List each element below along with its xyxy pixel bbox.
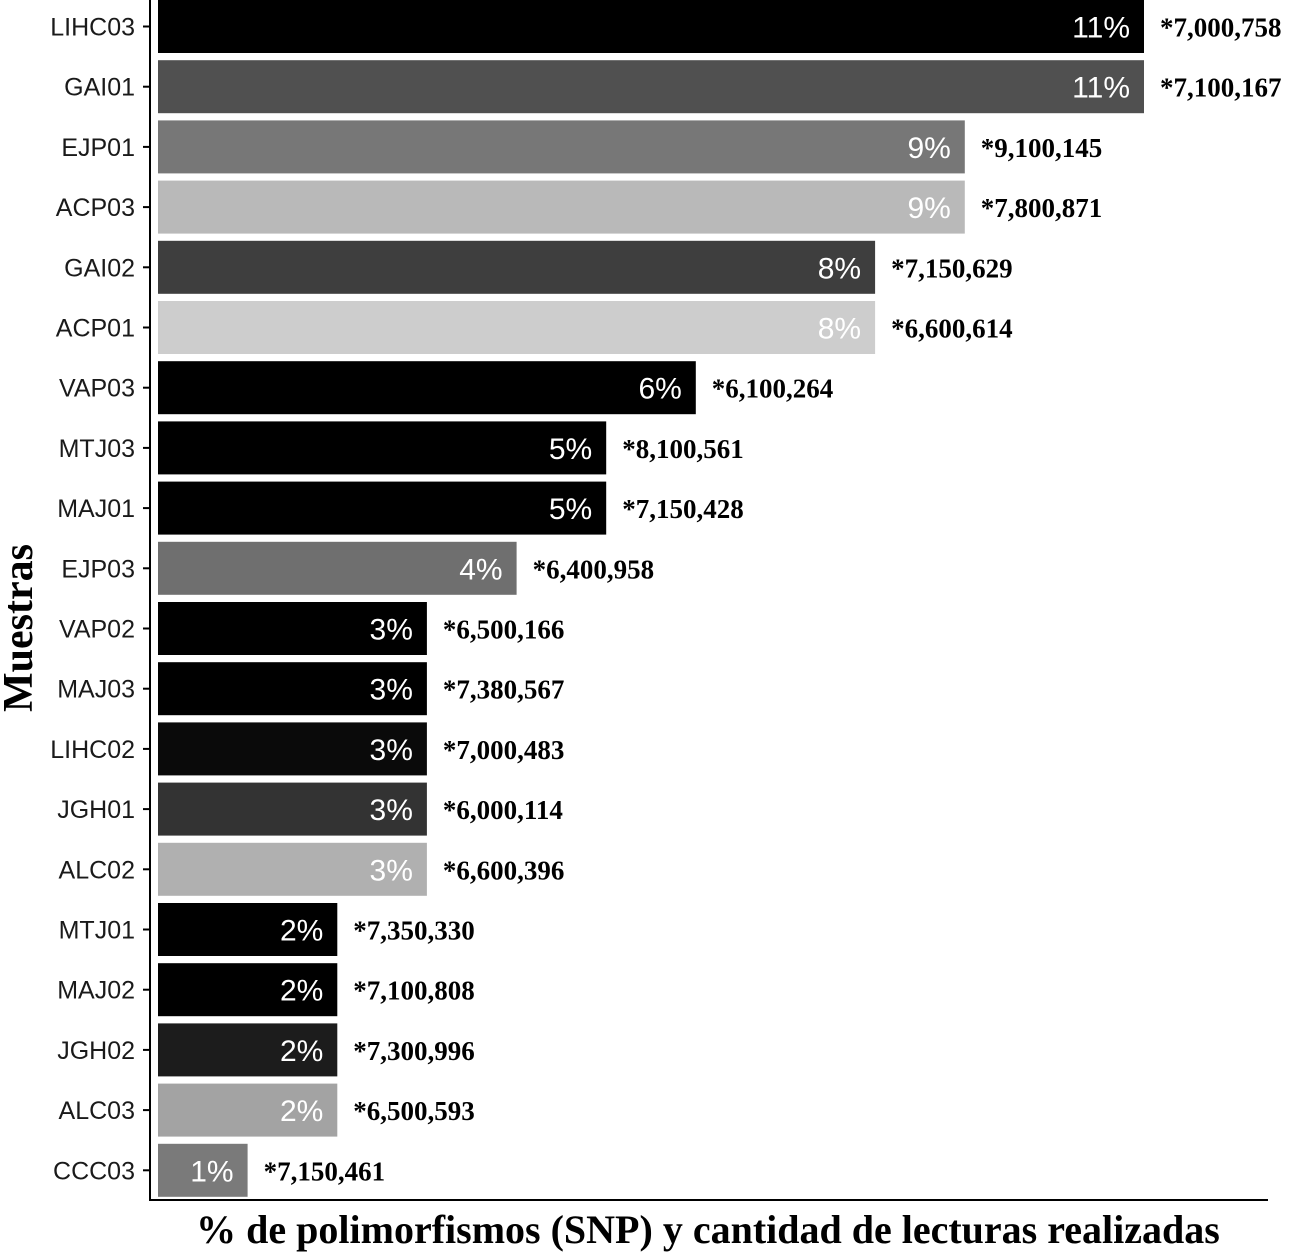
category-label: MTJ01: [59, 917, 135, 945]
reads-label: *7,000,758: [1160, 13, 1282, 43]
category-label: JGH01: [57, 796, 135, 824]
reads-label: *7,150,461: [264, 1156, 386, 1186]
value-label: 9%: [907, 192, 950, 225]
bar: [158, 602, 427, 655]
value-label: 5%: [549, 493, 592, 526]
value-label: 8%: [818, 252, 861, 285]
category-label: MAJ03: [57, 676, 135, 704]
value-label: 6%: [638, 373, 681, 406]
reads-label: *6,600,614: [891, 314, 1013, 344]
value-label: 4%: [459, 553, 502, 586]
category-label: CCC03: [53, 1157, 135, 1185]
category-label: LIHC02: [50, 736, 135, 764]
bar: [158, 722, 427, 776]
value-label: 8%: [818, 313, 861, 346]
category-label: MAJ02: [57, 977, 135, 1005]
bar: [158, 481, 607, 535]
bar: [158, 903, 338, 956]
bar: [158, 60, 1144, 114]
category-label: JGH02: [57, 1037, 135, 1065]
reads-label: *7,000,483: [443, 735, 565, 765]
bar: [158, 0, 1144, 53]
value-label: 2%: [280, 1095, 323, 1128]
value-label: 3%: [370, 614, 413, 647]
category-label: GAI02: [64, 254, 135, 282]
reads-label: *7,350,330: [353, 916, 475, 946]
value-label: 9%: [907, 132, 950, 165]
category-label: EJP01: [61, 134, 135, 162]
bar: [158, 361, 696, 415]
category-label: ALC03: [59, 1097, 135, 1125]
category-label: ACP01: [56, 315, 135, 343]
y-axis-ticks: [143, 25, 150, 1172]
value-label: 11%: [1072, 72, 1130, 105]
reads-label: *7,380,567: [443, 675, 565, 705]
value-label: 11%: [1072, 12, 1130, 45]
bar: [158, 1023, 338, 1077]
reads-label: *7,100,808: [353, 976, 475, 1006]
bar: [158, 421, 607, 475]
reads-label: *7,150,629: [891, 253, 1013, 283]
reads-label: *9,100,145: [981, 133, 1103, 163]
category-label: ALC02: [59, 856, 135, 884]
bar: [158, 782, 427, 836]
bar: [158, 240, 876, 294]
reads-label: *7,800,871: [981, 193, 1103, 223]
reads-label: *7,300,996: [353, 1036, 475, 1066]
reads-label: *7,150,428: [622, 494, 744, 524]
category-label: MTJ03: [59, 435, 135, 463]
value-label: 2%: [280, 975, 323, 1008]
category-label: VAP02: [59, 616, 135, 644]
category-label: MAJ01: [57, 495, 135, 523]
bar: [158, 1083, 338, 1137]
value-label: 2%: [280, 915, 323, 948]
bar: [158, 301, 876, 354]
value-label: 3%: [370, 854, 413, 887]
category-label: ACP03: [56, 194, 135, 222]
y-axis-title: Muestras: [0, 544, 42, 712]
category-label: EJP03: [61, 555, 135, 583]
reads-label: *6,600,396: [443, 855, 565, 885]
reads-label: *8,100,561: [622, 434, 744, 464]
category-label: VAP03: [59, 375, 135, 403]
reads-label: *6,500,166: [443, 615, 565, 645]
value-label: 1%: [190, 1155, 233, 1188]
value-label: 3%: [370, 674, 413, 707]
bar: [158, 120, 965, 174]
bar: [158, 963, 338, 1017]
reads-label: *6,400,958: [533, 554, 655, 584]
labels: LIHC03 11% *7,000,758 GAI01 11% *7,100,167 EJP…: [50, 12, 1281, 1189]
x-axis-title: % de polimorfismos (SNP) y cantidad de l…: [196, 1207, 1220, 1252]
value-label: 2%: [280, 1035, 323, 1068]
category-label: GAI01: [64, 74, 135, 102]
reads-label: *6,500,593: [353, 1096, 475, 1126]
reads-label: *7,100,167: [1160, 73, 1282, 103]
value-label: 3%: [370, 734, 413, 767]
bar: [158, 180, 965, 234]
value-label: 5%: [549, 433, 592, 466]
bars: [158, 0, 1144, 1197]
value-label: 3%: [370, 794, 413, 827]
category-label: LIHC03: [50, 14, 135, 42]
reads-label: *6,000,114: [443, 795, 563, 825]
bar: [158, 842, 427, 896]
reads-label: *6,100,264: [712, 374, 834, 404]
bar: [158, 1143, 248, 1197]
bar: [158, 541, 517, 595]
bar: [158, 662, 427, 716]
